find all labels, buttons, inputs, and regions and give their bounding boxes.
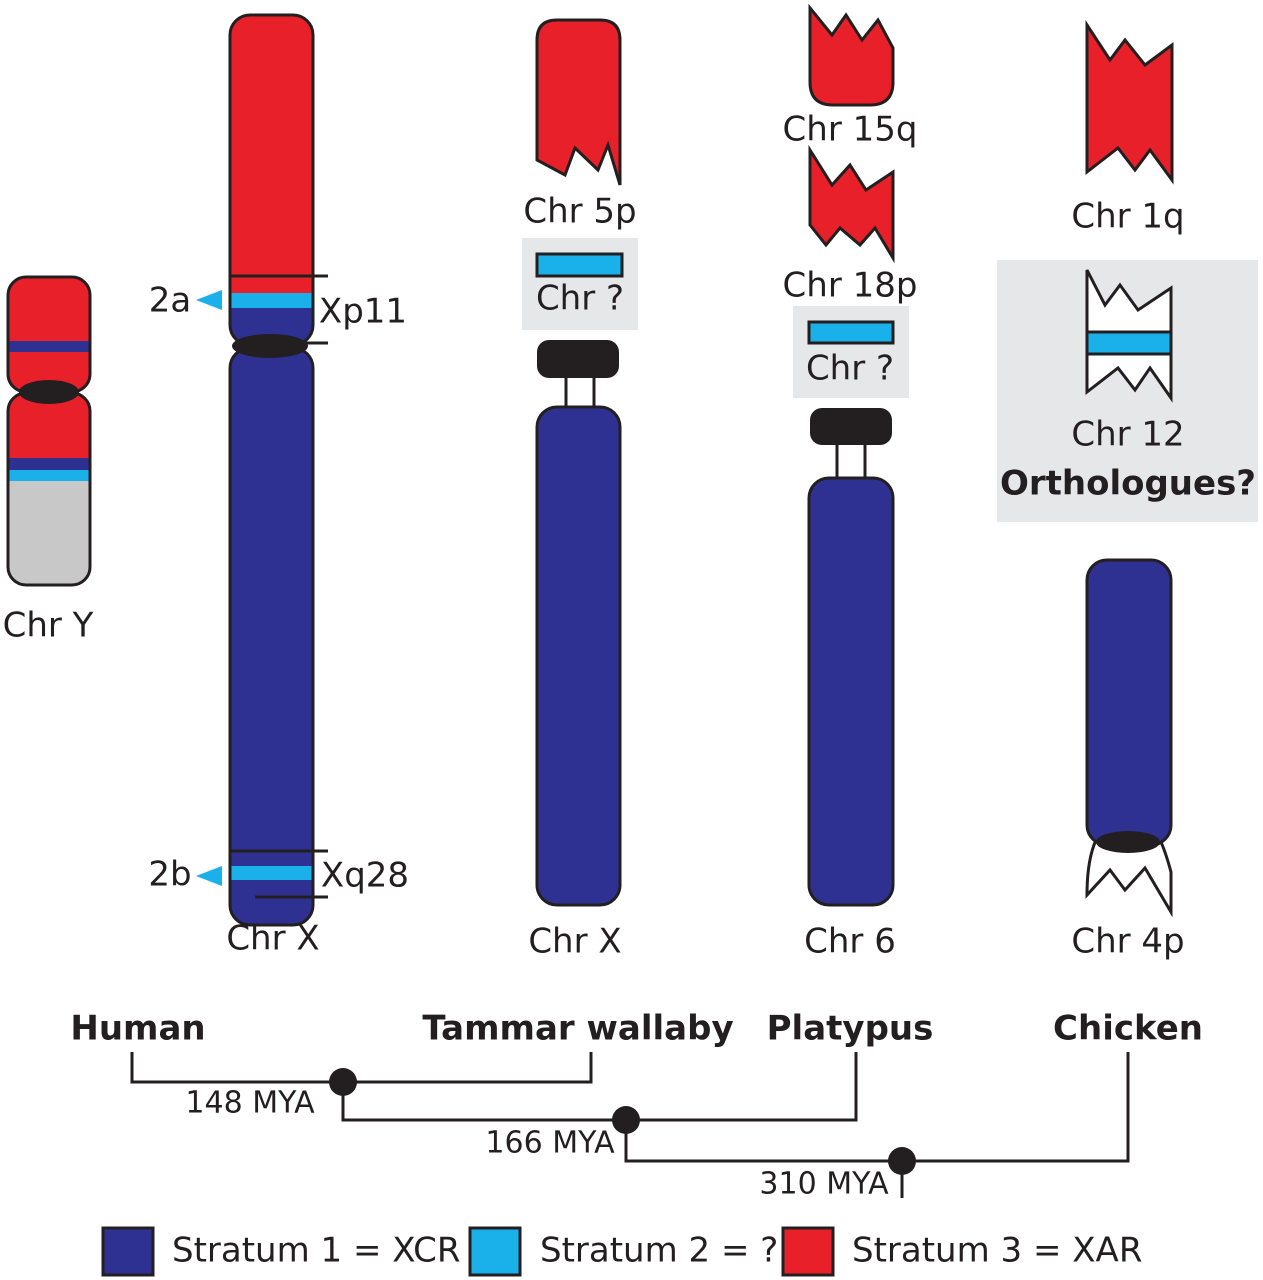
divergence: 166 MYA: [485, 1126, 615, 1161]
label: Chr X: [226, 919, 319, 959]
band-label: Xp11: [319, 292, 407, 332]
species: Platypus: [767, 1009, 934, 1049]
legend-label: Stratum 1 = XCR: [172, 1231, 460, 1271]
label: Chr 1q: [1071, 197, 1184, 237]
label: Chr 15q: [783, 110, 918, 150]
wallaby-chromosomes: Chr 5p Chr ? Chr X: [522, 18, 638, 962]
marker-label: 2a: [149, 281, 191, 321]
chicken-chromosomes: Chr 1q Chr 12 Orthologues? Chr 4p: [997, 19, 1258, 962]
marker-label: 2b: [148, 855, 191, 895]
label: Chr Y: [3, 606, 94, 646]
label: Chr ?: [536, 279, 624, 319]
label: Chr ?: [806, 349, 894, 389]
legend-label: Stratum 3 = XAR: [852, 1231, 1142, 1271]
human-chr-y: Chr Y: [3, 275, 94, 646]
platypus-chromosomes: Chr 15q Chr 18p Chr ? Chr 6: [783, 3, 918, 962]
divergence: 148 MYA: [185, 1086, 315, 1121]
species: Human: [70, 1009, 205, 1049]
divergence: 310 MYA: [759, 1167, 889, 1202]
label: Chr 6: [804, 922, 896, 962]
legend-label: Stratum 2 = ?: [540, 1231, 778, 1271]
label: Chr 12: [1071, 415, 1184, 455]
label: Chr X: [528, 922, 621, 962]
band-label: Xq28: [321, 856, 409, 896]
label: Chr 18p: [783, 266, 918, 306]
question: Orthologues?: [1000, 464, 1256, 504]
human-chr-x: 2a Xp11 2b Xq28 Chr X: [148, 13, 409, 959]
label: Chr 5p: [523, 192, 636, 232]
species: Tammar wallaby: [422, 1009, 733, 1049]
legend: Stratum 1 = XCR Stratum 2 = ? Stratum 3 …: [101, 1226, 1142, 1277]
species: Chicken: [1053, 1009, 1203, 1049]
label: Chr 4p: [1071, 922, 1184, 962]
phylogeny: Human Tammar wallaby Platypus Chicken 14…: [70, 1009, 1203, 1202]
